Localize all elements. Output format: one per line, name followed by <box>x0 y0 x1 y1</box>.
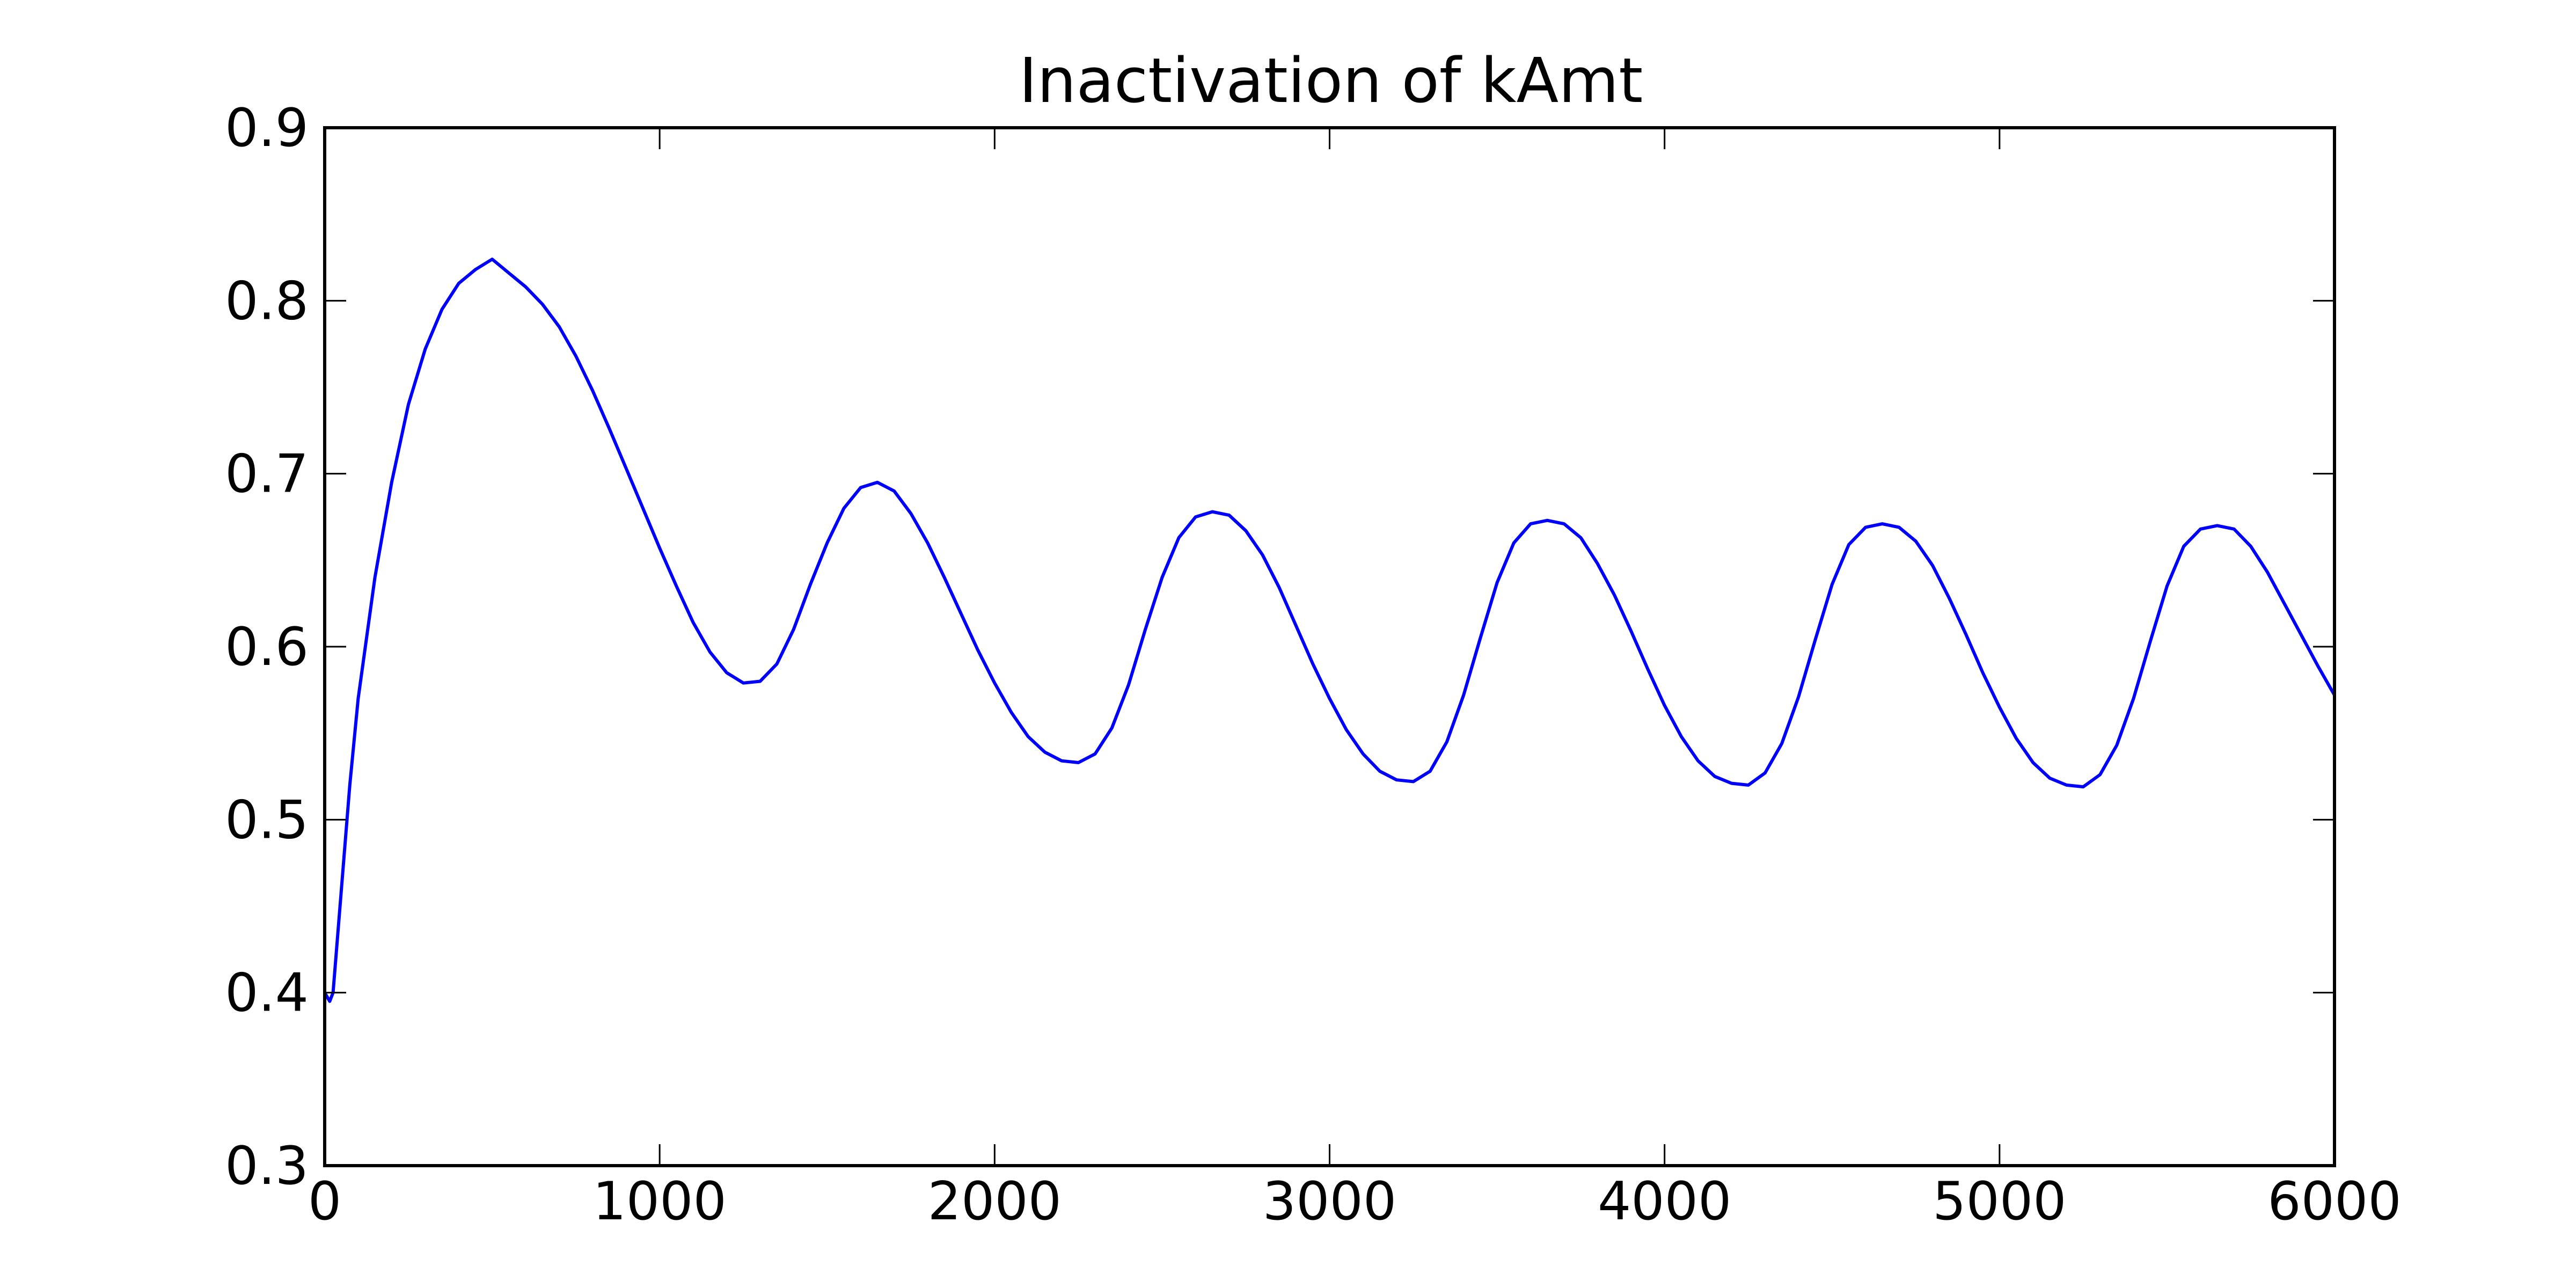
y-tick-label: 0.6 <box>225 617 309 678</box>
series-line-0 <box>323 258 2336 1003</box>
plot-frame <box>323 126 2336 1167</box>
y-tick-label: 0.4 <box>225 963 309 1024</box>
x-tick-label: 2000 <box>928 1171 1062 1232</box>
x-tick-label: 6000 <box>2267 1171 2401 1232</box>
y-tick-label: 0.9 <box>225 98 309 159</box>
y-tick-label: 0.3 <box>225 1136 309 1197</box>
y-tick-label: 0.8 <box>225 270 309 332</box>
x-tick-label: 4000 <box>1598 1171 1731 1232</box>
y-tick-label: 0.5 <box>225 789 309 851</box>
chart-title: Inactivation of kAmt <box>1019 45 1643 117</box>
x-tick-label: 5000 <box>1933 1171 2066 1232</box>
y-tick-label: 0.7 <box>225 444 309 505</box>
x-tick-label: 1000 <box>592 1171 726 1232</box>
plot-area: 0 1000 2000 3000 4000 5000 6000 0.3 0.4 0.5 0.6 0.7… <box>225 98 2402 1232</box>
x-tick-label: 3000 <box>1263 1171 1396 1232</box>
x-tick-label: 0 <box>308 1171 341 1232</box>
